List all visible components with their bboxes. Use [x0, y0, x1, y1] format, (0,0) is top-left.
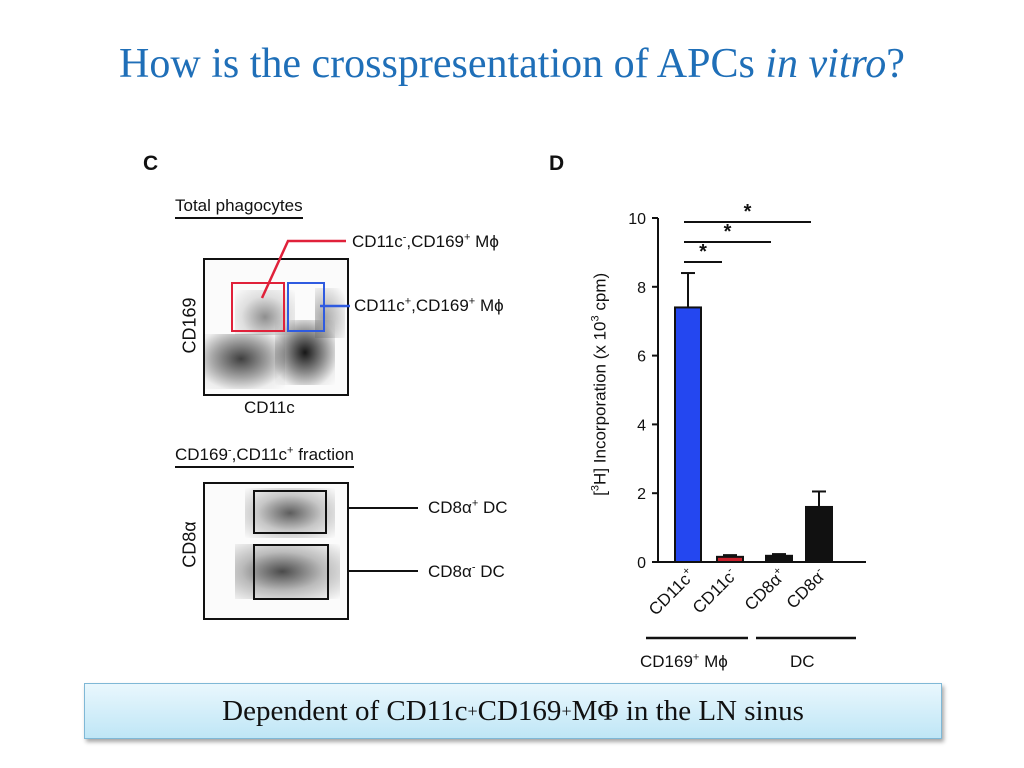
gate-cd8a-neg-label: CD8α- DC	[428, 562, 505, 582]
gate-blue-label-a: CD11c	[354, 296, 405, 315]
fraction-title: CD169-,CD11c+ fraction	[175, 445, 354, 468]
population-mid	[235, 290, 295, 335]
total-phagocytes-title: Total phagocytes	[175, 196, 303, 219]
bar-3	[805, 505, 833, 563]
y-tick-label-2: 4	[637, 417, 646, 434]
slide-title: How is the crosspresentation of APCs in …	[0, 38, 1024, 90]
gate-red-label-a: CD11c	[352, 232, 403, 251]
caption-a-sup: +	[467, 700, 478, 721]
gate-blue-label-b: ,CD169	[411, 296, 469, 315]
top-flow-plot	[203, 258, 349, 396]
category-label-0: CD11c+	[644, 565, 699, 620]
cd8a-neg-population	[235, 544, 340, 599]
bar-1	[716, 555, 744, 564]
gate-red-label: CD11c-,CD169+ Mϕ	[352, 232, 499, 252]
fraction-title-a-sup: -	[227, 444, 232, 457]
group-label-macrophage-sup: +	[692, 651, 700, 664]
gate-cd11c-neg-cd169-pos	[231, 282, 285, 332]
caption-b-sup: +	[561, 700, 572, 721]
bar-2	[765, 554, 793, 563]
group-label-macrophage-b: Mϕ	[699, 652, 728, 671]
population-tail	[315, 288, 345, 338]
group-label-dc: DC	[790, 652, 815, 671]
y-tick-label-4: 8	[637, 280, 646, 297]
gate-cd8a-pos-label-b: DC	[478, 498, 508, 517]
caption-b: CD169	[477, 694, 562, 727]
y-tick-label-5: 10	[628, 211, 646, 228]
gate-cd8a-neg-label-sup: -	[471, 561, 476, 574]
gate-blue-label-b-sup: +	[468, 295, 476, 308]
panel-c-letter: C	[143, 152, 159, 175]
gate-blue-label-a-sup: +	[404, 295, 412, 308]
group-label-macrophage: CD169+ Mϕ	[640, 652, 728, 672]
y-tick-label-0: 0	[637, 555, 646, 572]
dense-population-left	[205, 334, 285, 389]
gate-red-label-b: ,CD169	[406, 232, 465, 251]
significance-star-0: *	[699, 241, 707, 263]
gate-cd8a-neg-label-a: CD8α	[428, 562, 472, 581]
top-plot-x-label: CD11c	[244, 398, 295, 417]
caption-box: Dependent of CD11c + CD169 + MΦ in the LN …	[84, 683, 942, 739]
title-end-text: ?	[886, 41, 905, 87]
category-label-2: CD8α+	[740, 565, 790, 615]
gate-blue-label-c: Mϕ	[475, 296, 504, 315]
category-label-sup-3: -	[813, 564, 824, 575]
significance-star-1: *	[724, 221, 732, 243]
gate-red-label-b-sup: +	[464, 231, 471, 244]
red-gate-connector	[260, 239, 346, 299]
category-label-1: CD11c-	[688, 564, 741, 617]
fraction-title-a: CD169	[175, 445, 228, 464]
y-tick-label-1: 2	[637, 486, 646, 503]
gate-cd8a-pos-label-sup: +	[471, 497, 479, 510]
title-italic-text: in vitro	[765, 41, 887, 87]
gate-cd8a-pos	[253, 490, 327, 534]
bar-0	[674, 306, 702, 563]
gate-cd8a-neg-label-b: DC	[475, 562, 505, 581]
cd8a-pos-population	[245, 488, 335, 538]
gate-blue-label: CD11c+,CD169+ Mϕ	[354, 296, 504, 316]
significance-star-2: *	[744, 201, 752, 223]
y-tick-label-3: 6	[637, 349, 646, 366]
gate-cd8a-pos-label-a: CD8α	[428, 498, 472, 517]
gate-red-label-a-sup: -	[402, 231, 407, 244]
title-main-text: How is the crosspresentation of APCs	[119, 41, 766, 87]
fraction-title-c: fraction	[293, 445, 354, 464]
gate-red-label-c: Mϕ	[470, 232, 499, 251]
gate-cd8a-neg	[253, 544, 329, 600]
caption-a: Dependent of CD11c	[222, 694, 468, 727]
fraction-title-b-sup: +	[287, 444, 294, 457]
gate-cd8a-pos-label: CD8α+ DC	[428, 498, 508, 518]
fraction-title-b: ,CD11c	[231, 445, 288, 464]
group-label-macrophage-a: CD169	[640, 652, 693, 671]
caption-c: MΦ in the LN sinus	[571, 694, 804, 727]
category-label-3: CD8α-	[782, 564, 830, 612]
bottom-flow-plot	[203, 482, 349, 620]
panel-d-letter: D	[549, 152, 565, 175]
category-label-sup-1: -	[724, 564, 735, 575]
